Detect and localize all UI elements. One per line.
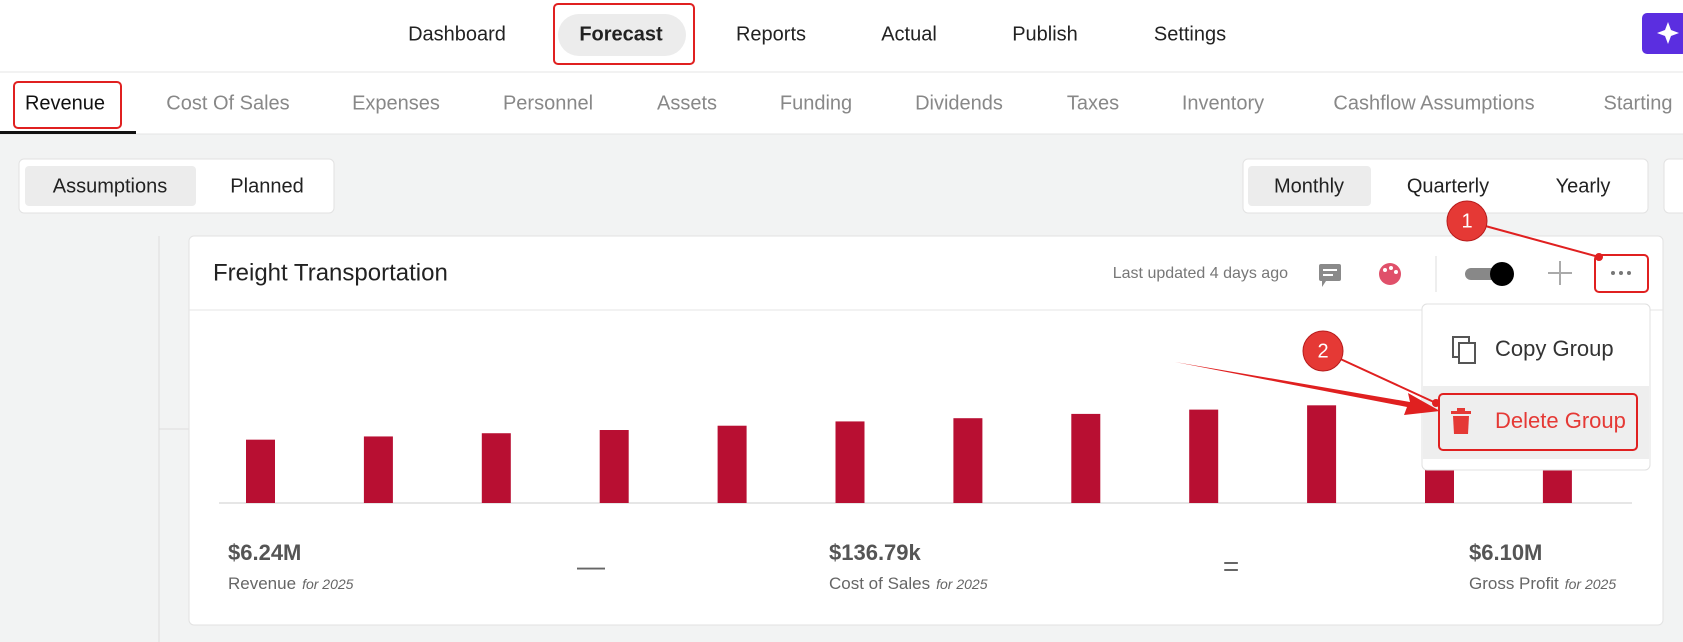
tab[interactable]: Expenses: [352, 92, 440, 114]
operator: =: [1223, 550, 1239, 581]
stat-value: $136.79k: [829, 540, 922, 565]
control: [1663, 158, 1683, 214]
nav-item[interactable]: Publish: [1012, 23, 1078, 45]
annotation-badge: [1446, 200, 1488, 242]
toggle-option[interactable]: Quarterly: [1407, 175, 1489, 197]
toggle-option[interactable]: Assumptions: [53, 175, 168, 197]
tab[interactable]: Cost Of Sales: [166, 92, 289, 114]
bar: [481, 433, 511, 503]
more-button[interactable]: [1611, 271, 1631, 275]
toggle-option[interactable]: Planned: [230, 175, 303, 197]
stat-period: for 2025: [302, 576, 354, 592]
nav-item[interactable]: Actual: [881, 23, 937, 45]
menu-item[interactable]: Copy Group: [1495, 336, 1614, 361]
tab[interactable]: Personnel: [503, 92, 593, 114]
trash-icon: [1451, 408, 1471, 434]
copy-icon: [1452, 336, 1476, 364]
tab[interactable]: Cashflow Assumptions: [1333, 92, 1534, 114]
annotation-arrows: [1175, 220, 1603, 415]
bar: [1307, 405, 1337, 503]
stat-label-text: Revenue: [228, 574, 296, 593]
nav-item[interactable]: Dashboard: [408, 23, 506, 45]
stat-value: $6.10M: [1469, 540, 1542, 565]
bar: [835, 421, 865, 503]
bar: [1189, 409, 1219, 503]
tab[interactable]: Starting: [1604, 92, 1673, 114]
stat-label: Gross Profit for 2025: [1469, 574, 1616, 593]
nav-active-pill: [558, 14, 686, 56]
stat-label-text: Cost of Sales: [829, 574, 930, 593]
stat-period: for 2025: [1565, 576, 1617, 592]
dropdown-menu: Copy Group Delete Group: [1421, 303, 1651, 471]
annotation-number: 2: [1317, 340, 1328, 362]
comment-icon[interactable]: [1319, 264, 1341, 287]
menu-item[interactable]: Delete Group: [1495, 408, 1626, 433]
highlight-box: [1594, 254, 1649, 293]
toggle-switch[interactable]: [1465, 262, 1514, 286]
last-updated: Last updated 4 days ago: [1113, 265, 1288, 282]
palette-icon[interactable]: [1379, 263, 1401, 285]
bar: [717, 425, 747, 503]
bar: [246, 439, 275, 503]
stat-label: Cost of Sales for 2025: [829, 574, 988, 593]
bar: [599, 430, 629, 503]
highlight-box: [13, 81, 122, 129]
tab[interactable]: Funding: [780, 92, 852, 114]
annotation-number: 1: [1461, 210, 1472, 232]
toggle-active: [1248, 166, 1371, 206]
nav-item[interactable]: Forecast: [579, 23, 663, 45]
tab-underline: [0, 131, 136, 134]
nav-item[interactable]: Reports: [736, 23, 806, 45]
move-icon[interactable]: [1548, 261, 1572, 285]
tab[interactable]: Inventory: [1182, 92, 1264, 114]
tab[interactable]: Assets: [657, 92, 717, 114]
stat-period: for 2025: [936, 576, 988, 592]
header: [0, 0, 1683, 134]
stat-value: $6.24M: [228, 540, 301, 565]
sparkle-icon: [1657, 22, 1679, 44]
highlight-box: [1438, 393, 1638, 451]
bar: [1071, 413, 1101, 503]
card: [188, 235, 1664, 626]
toggle-option[interactable]: Monthly: [1274, 175, 1344, 197]
card-title: Freight Transportation: [213, 259, 448, 286]
bar: [363, 436, 393, 503]
stat-label: Revenue for 2025: [228, 574, 354, 593]
toggle-option[interactable]: Yearly: [1556, 175, 1611, 197]
tab[interactable]: Dividends: [915, 92, 1003, 114]
annotation-badge: [1302, 330, 1344, 372]
tab[interactable]: Taxes: [1067, 92, 1119, 114]
highlight-box: [553, 3, 695, 65]
nav-item[interactable]: Settings: [1154, 23, 1226, 45]
operator: —: [577, 550, 605, 581]
stat-label-text: Gross Profit: [1469, 574, 1559, 593]
toggle-active: [25, 166, 196, 206]
tab[interactable]: Revenue: [25, 92, 105, 114]
bar: [953, 418, 983, 503]
